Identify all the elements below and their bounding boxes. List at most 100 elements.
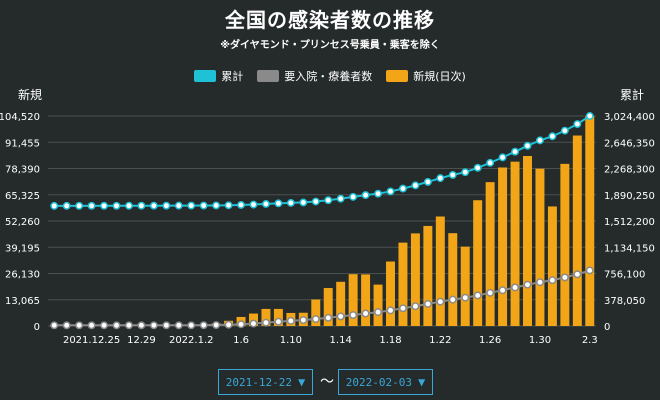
y-left-tick-label: 104,520	[0, 112, 40, 123]
bar	[373, 284, 383, 326]
data-point	[174, 201, 183, 210]
end-date-value: 2022-02-03	[345, 375, 412, 389]
bar	[460, 246, 470, 326]
data-point	[573, 270, 582, 279]
legend-item-cumulative[interactable]: 累計	[194, 68, 243, 84]
data-point	[262, 199, 270, 208]
data-point	[523, 280, 532, 289]
data-point	[374, 189, 382, 198]
data-point	[436, 174, 445, 183]
data-point	[212, 201, 221, 210]
data-point	[374, 308, 382, 317]
data-point	[324, 313, 333, 322]
data-point	[473, 163, 482, 172]
data-point	[411, 302, 420, 311]
end-date-select[interactable]: 2022-02-03 ▼	[338, 369, 433, 395]
data-point	[411, 181, 420, 190]
chart-title: 全国の感染者数の推移	[225, 8, 435, 32]
data-point	[361, 309, 370, 318]
bar	[398, 242, 408, 326]
bar	[547, 206, 557, 326]
x-tick-label: 12.29	[127, 335, 156, 346]
legend-label-cumulative: 累計	[221, 70, 244, 83]
bar	[535, 168, 545, 326]
x-tick-label: 2.3	[582, 335, 598, 346]
data-point	[361, 191, 370, 200]
data-point	[237, 320, 245, 329]
y-right-tick-label: 1,512,200	[604, 217, 655, 228]
data-point	[137, 321, 146, 330]
data-point	[573, 120, 582, 129]
x-tick-label: 2022.1.2	[169, 335, 214, 346]
x-tick-label: 1.26	[479, 335, 501, 346]
x-tick-label: 2021.12.25	[63, 335, 120, 346]
data-point	[262, 318, 270, 327]
data-point	[286, 198, 295, 207]
y-right-tick-label: 3,024,400	[604, 112, 655, 123]
data-point	[423, 299, 432, 308]
bar	[510, 161, 520, 326]
legend: 累計 要入院・療養者数 新規(日次)	[0, 68, 660, 84]
y-left-tick-label: 52,260	[5, 217, 40, 228]
y-right-tick-label: 756,100	[604, 270, 645, 281]
data-point	[87, 201, 96, 210]
data-point	[585, 266, 594, 275]
legend-item-daily-new[interactable]: 新規(日次)	[386, 68, 466, 84]
bar	[435, 216, 445, 326]
data-point	[149, 201, 158, 210]
data-point	[448, 170, 457, 179]
data-point	[199, 321, 208, 330]
bar	[523, 156, 532, 326]
data-point	[137, 201, 146, 210]
bar	[448, 233, 458, 326]
data-point	[461, 293, 470, 302]
data-point	[560, 273, 569, 282]
bar	[423, 225, 433, 326]
legend-swatch-hospitalized	[257, 70, 280, 82]
y-right-tick-label: 1,890,250	[604, 191, 655, 202]
chart-subtitle: ※ダイヤモンド・プリンセス号乗員・乗客を除く	[220, 40, 440, 51]
data-point	[224, 201, 233, 210]
bar	[348, 274, 358, 326]
bar	[386, 261, 395, 326]
data-point	[274, 199, 283, 208]
data-point	[548, 132, 557, 141]
x-tick-label: 1.14	[330, 335, 352, 346]
data-point	[486, 288, 495, 297]
x-tick-label: 1.22	[429, 335, 451, 346]
start-date-select[interactable]: 2021-12-22 ▼	[218, 369, 313, 395]
data-point	[112, 201, 121, 210]
x-tick-label: 1.6	[233, 335, 249, 346]
right-axis-title: 累計	[619, 88, 644, 102]
data-point	[498, 286, 507, 295]
bar	[485, 182, 495, 326]
data-point	[162, 201, 171, 210]
y-right-tick-label: 2,646,350	[604, 138, 655, 149]
data-point	[423, 177, 432, 186]
data-point	[324, 196, 333, 205]
data-point	[112, 321, 121, 330]
y-right-tick-label: 378,050	[604, 296, 645, 307]
start-date-value: 2021-12-22	[225, 375, 292, 389]
chevron-down-icon: ▼	[298, 375, 306, 389]
legend-label-hospitalized: 要入院・療養者数	[284, 70, 373, 83]
legend-item-hospitalized[interactable]: 要入院・療養者数	[257, 68, 372, 84]
bar	[560, 163, 570, 326]
data-point	[62, 201, 71, 210]
y-left-tick-label: 0	[34, 322, 40, 333]
data-point	[199, 201, 208, 210]
data-point	[149, 321, 158, 330]
data-point	[299, 316, 308, 324]
data-point	[523, 141, 532, 150]
data-point	[62, 321, 71, 330]
bar	[585, 116, 595, 326]
data-point	[560, 126, 569, 135]
bar	[311, 299, 321, 326]
y-left-tick-label: 91,455	[5, 138, 40, 149]
legend-swatch-daily-new	[386, 70, 409, 82]
data-point	[511, 283, 519, 292]
data-point	[249, 319, 258, 328]
data-point	[100, 201, 108, 210]
data-point	[187, 321, 196, 330]
